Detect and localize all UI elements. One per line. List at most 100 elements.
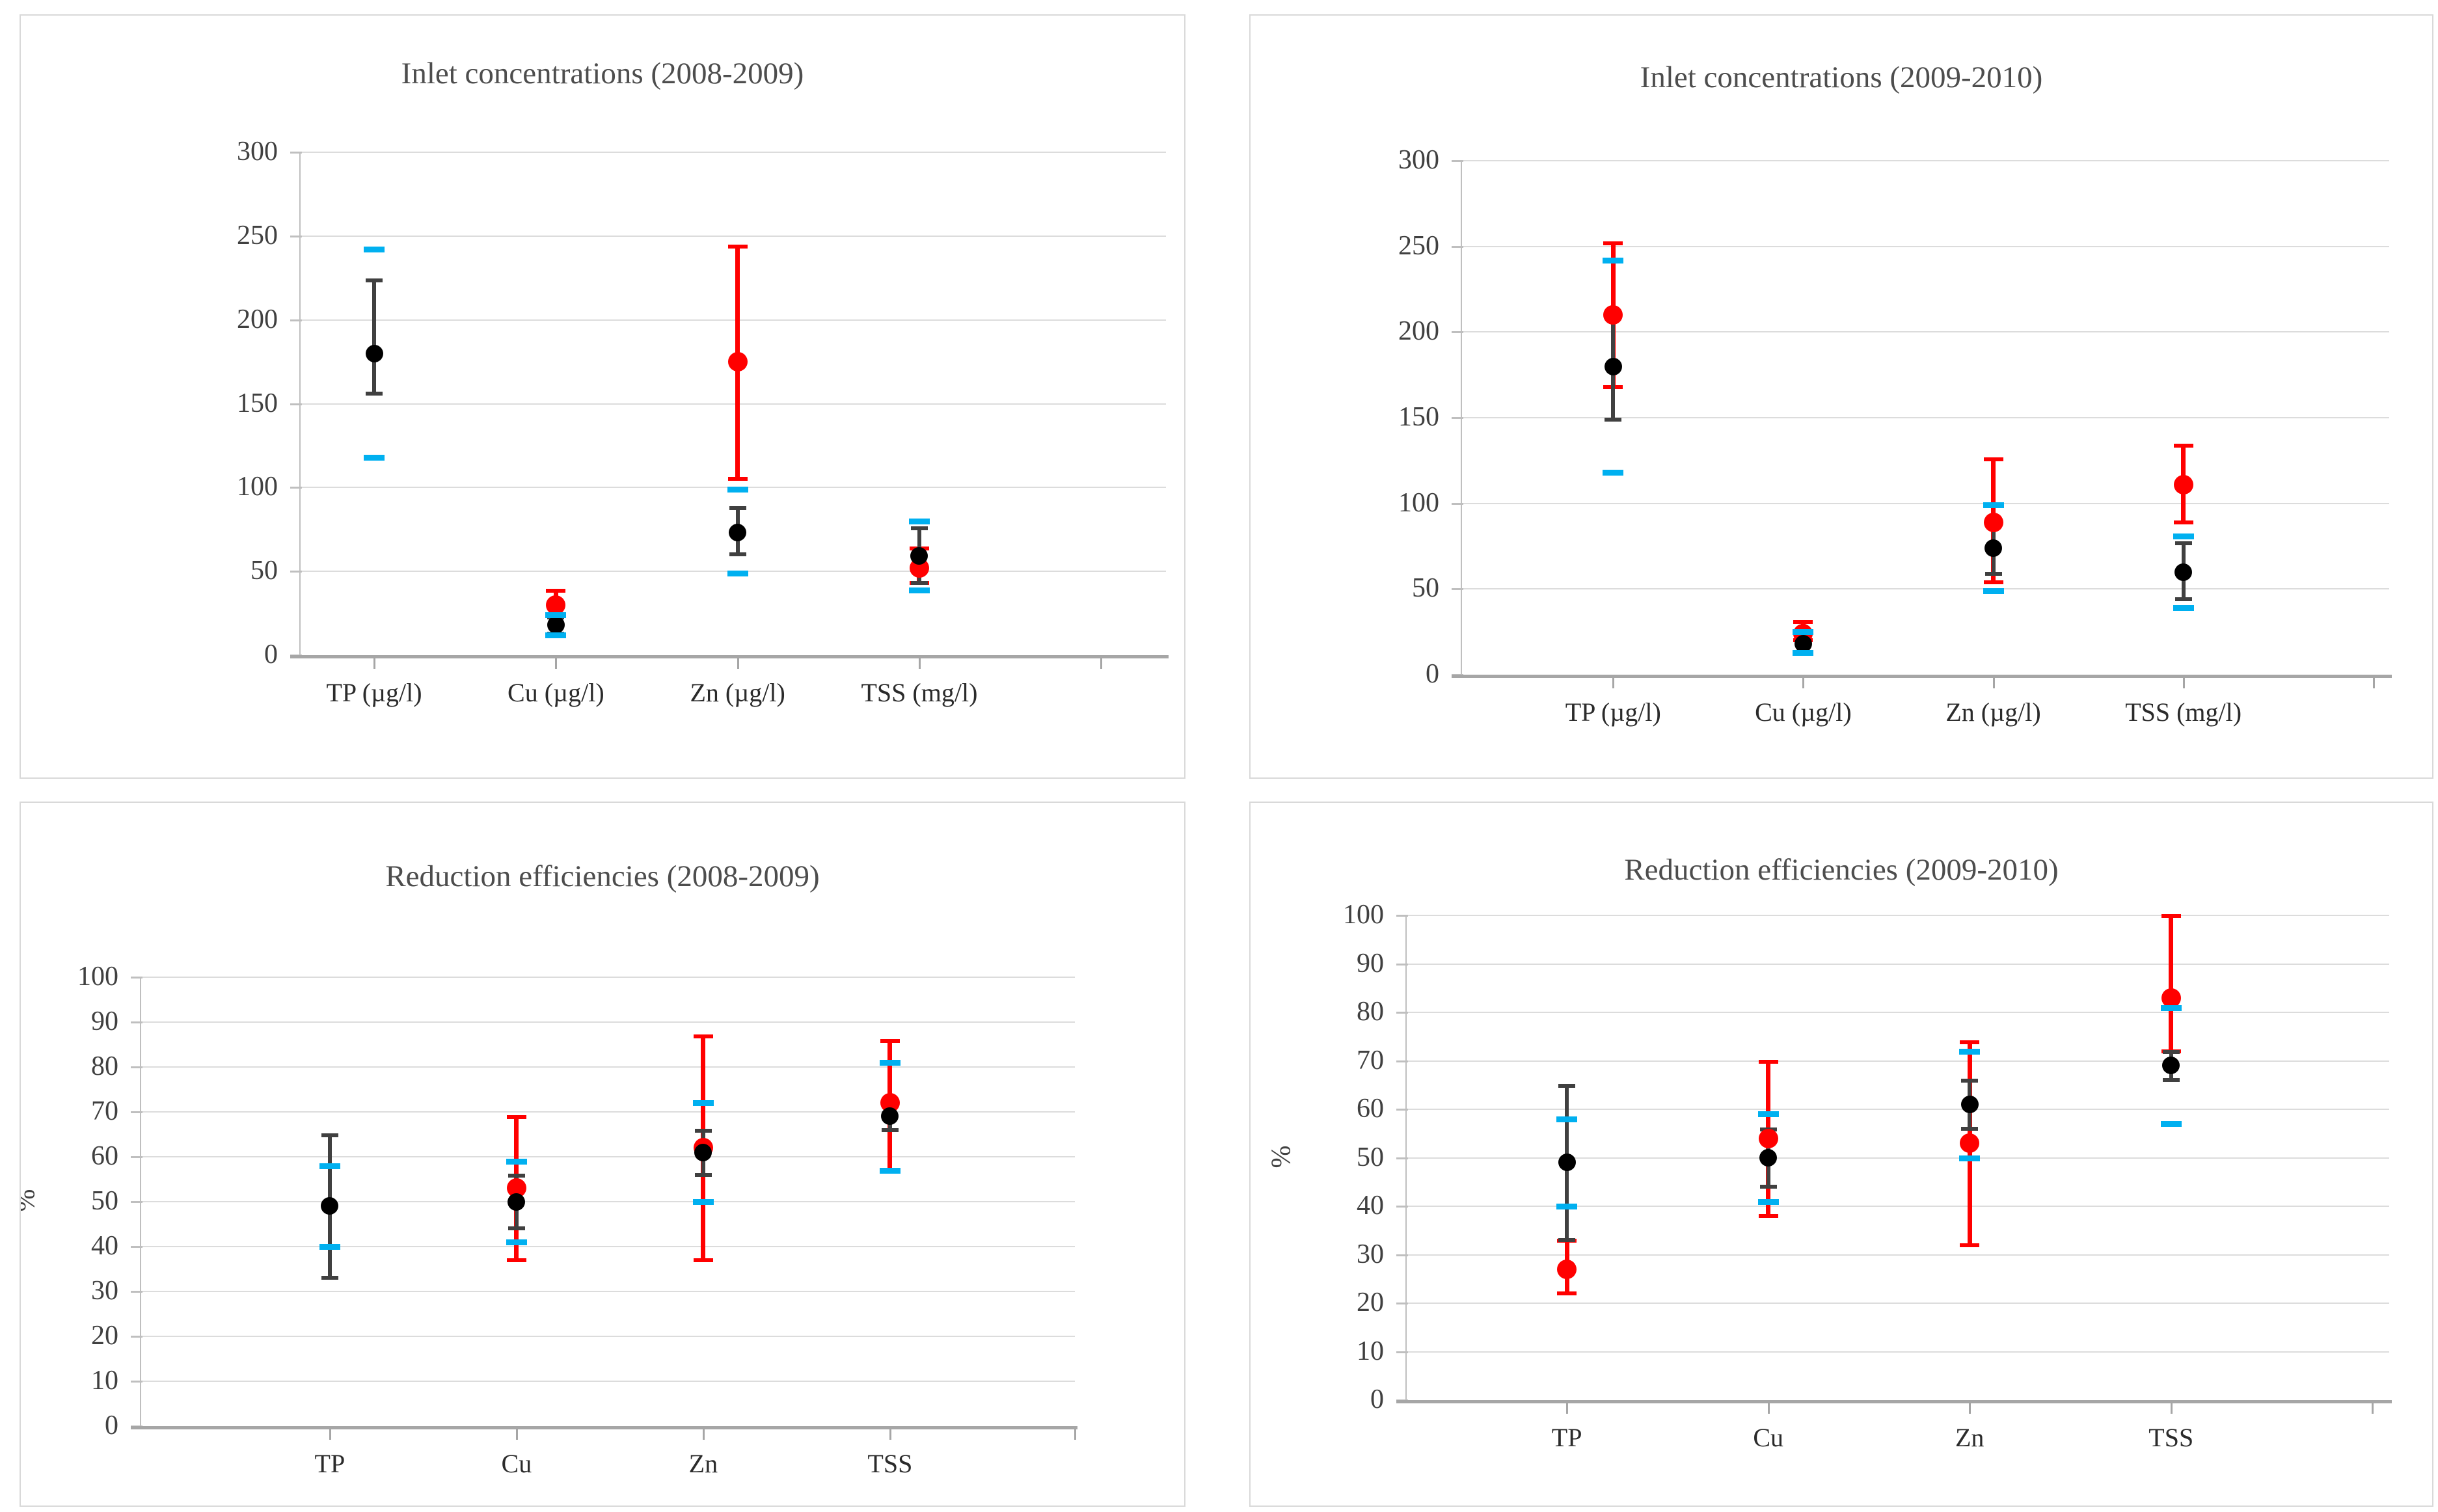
category-label: Cu (µg/l) bbox=[508, 678, 604, 707]
y-axis-tick bbox=[1452, 160, 1463, 162]
y-axis-tick bbox=[290, 235, 302, 237]
y-axis-tick bbox=[1396, 1206, 1408, 1208]
y-axis-tick bbox=[1396, 1109, 1408, 1111]
chart-panel-inlet-2009-2010: Inlet concentrations (2009-2010) 300 250 20… bbox=[1249, 14, 2433, 779]
black-error-bar-top-cap bbox=[694, 1128, 712, 1133]
y-tick-label: 200 bbox=[237, 304, 278, 334]
x-axis-line bbox=[290, 655, 1169, 658]
gridline bbox=[1407, 1012, 2389, 1013]
gridline bbox=[301, 152, 1166, 153]
black-error-bar-bottom-cap bbox=[508, 1226, 525, 1231]
chart-panel-inlet-2008-2009: Inlet concentrations (2008-2009) 300 250 20… bbox=[20, 14, 1185, 779]
y-axis-tick bbox=[1452, 245, 1463, 248]
black-mean-dot bbox=[365, 344, 383, 362]
y-axis-line bbox=[299, 152, 301, 656]
x-axis-tick bbox=[1767, 1403, 1770, 1414]
chart-title: Inlet concentrations (2008-2009) bbox=[401, 57, 804, 90]
black-mean-dot bbox=[1794, 635, 1812, 653]
cyan-upper-dash bbox=[2160, 1005, 2182, 1011]
cyan-upper-dash bbox=[364, 247, 385, 253]
gridline bbox=[1407, 915, 2389, 916]
cyan-lower-dash bbox=[2173, 605, 2194, 612]
black-mean-dot bbox=[694, 1143, 712, 1161]
chart-title: Inlet concentrations (2009-2010) bbox=[1640, 61, 2043, 94]
y-axis-tick bbox=[1396, 1012, 1408, 1014]
cyan-upper-dash bbox=[1757, 1111, 1779, 1118]
y-axis-tick bbox=[1396, 1254, 1408, 1256]
black-error-bar-bottom-cap bbox=[729, 552, 746, 557]
x-axis-tick bbox=[889, 1429, 891, 1440]
cyan-upper-dash bbox=[1556, 1116, 1578, 1122]
y-axis-tick bbox=[290, 152, 302, 154]
category-label: TSS (mg/l) bbox=[2125, 697, 2242, 727]
black-mean-dot bbox=[508, 1193, 526, 1211]
x-axis-tick bbox=[918, 658, 921, 669]
x-axis-tick bbox=[1100, 658, 1103, 669]
y-axis-tick bbox=[131, 977, 142, 979]
x-axis-tick bbox=[373, 658, 376, 669]
gridline bbox=[301, 319, 1166, 321]
black-mean-dot bbox=[881, 1107, 899, 1126]
red-error-bar-top-cap bbox=[506, 1114, 526, 1119]
black-mean-dot bbox=[2174, 563, 2193, 581]
gridline bbox=[1462, 160, 2389, 161]
y-axis-tick bbox=[290, 571, 302, 573]
y-axis-tick bbox=[131, 1156, 142, 1158]
y-tick-label: 30 bbox=[91, 1276, 118, 1306]
cyan-lower-dash bbox=[1793, 649, 1814, 656]
red-error-bar-top-cap bbox=[1603, 241, 1623, 246]
cyan-upper-dash bbox=[545, 612, 567, 619]
cyan-upper-dash bbox=[1959, 1048, 1981, 1055]
category-label: TSS bbox=[2148, 1423, 2194, 1452]
gridline bbox=[1462, 331, 2389, 333]
gridline bbox=[1407, 1254, 2389, 1256]
y-tick-label: 60 bbox=[1357, 1094, 1384, 1124]
gridline bbox=[141, 1111, 1075, 1113]
chart-panel-reduction-2009-2010: Reduction efficiencies (2009-2010) 100 90 8… bbox=[1249, 802, 2433, 1507]
red-error-bar-bottom-cap bbox=[2173, 520, 2193, 524]
y-tick-label: 100 bbox=[77, 962, 118, 992]
category-label: Cu bbox=[1753, 1423, 1784, 1452]
category-label: Zn bbox=[688, 1449, 718, 1478]
y-axis-unit-label: % bbox=[21, 1189, 42, 1212]
black-error-bar-top-cap bbox=[1961, 1079, 1979, 1083]
y-tick-label: 40 bbox=[1357, 1191, 1384, 1221]
cyan-upper-dash bbox=[908, 518, 930, 524]
y-tick-label: 50 bbox=[251, 556, 278, 586]
x-axis-tick bbox=[555, 658, 558, 669]
x-axis-tick bbox=[1074, 1429, 1076, 1440]
black-error-bar-bottom-cap bbox=[1759, 1185, 1777, 1189]
category-label: Cu (µg/l) bbox=[1755, 697, 1852, 727]
red-mean-dot bbox=[1960, 1133, 1980, 1154]
y-tick-label: 0 bbox=[105, 1411, 118, 1441]
black-mean-dot bbox=[1984, 539, 2003, 557]
black-mean-dot bbox=[910, 547, 928, 565]
black-mean-dot bbox=[321, 1197, 339, 1215]
gridline bbox=[301, 403, 1166, 405]
black-mean-dot bbox=[2162, 1057, 2180, 1075]
y-axis-tick bbox=[1452, 588, 1463, 591]
gridline bbox=[1462, 245, 2389, 247]
x-axis-tick bbox=[515, 1429, 518, 1440]
y-axis-line bbox=[1405, 915, 1407, 1401]
y-axis-tick bbox=[1396, 1351, 1408, 1353]
black-error-bar-bottom-cap bbox=[910, 581, 928, 586]
category-label: Zn (µg/l) bbox=[690, 678, 785, 707]
y-tick-label: 50 bbox=[1412, 573, 1439, 604]
y-tick-label: 80 bbox=[1357, 997, 1384, 1027]
y-tick-label: 100 bbox=[1398, 487, 1439, 518]
black-mean-dot bbox=[1604, 357, 1622, 375]
black-mean-dot bbox=[547, 616, 565, 634]
gridline bbox=[141, 1066, 1075, 1068]
y-tick-label: 60 bbox=[91, 1141, 118, 1172]
y-tick-label: 250 bbox=[1398, 230, 1439, 261]
cyan-upper-dash bbox=[506, 1158, 527, 1165]
y-tick-label: 150 bbox=[1398, 402, 1439, 433]
cyan-lower-dash bbox=[545, 632, 567, 639]
gridline bbox=[141, 1201, 1075, 1202]
y-axis-line bbox=[140, 977, 141, 1427]
x-axis-tick bbox=[702, 1429, 705, 1440]
y-axis-unit-label: % bbox=[1266, 1145, 1297, 1168]
red-error-bar-bottom-cap bbox=[506, 1258, 526, 1262]
black-error-bar-top-cap bbox=[729, 506, 746, 511]
